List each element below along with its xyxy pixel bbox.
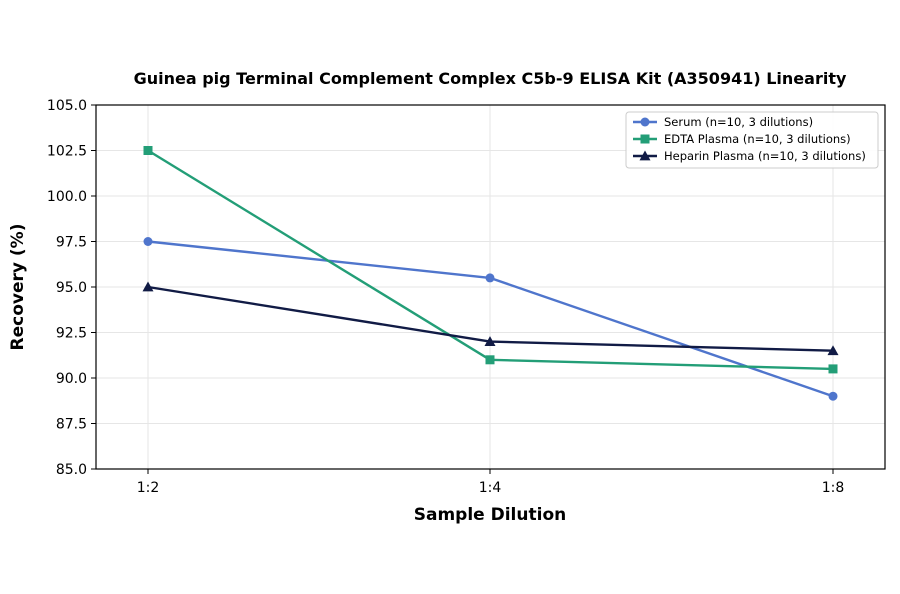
data-point bbox=[485, 273, 495, 283]
legend-marker bbox=[640, 134, 650, 144]
data-point bbox=[485, 355, 495, 365]
legend-box bbox=[625, 111, 879, 169]
x-axis-label: Sample Dilution bbox=[414, 505, 566, 525]
data-point bbox=[827, 345, 839, 356]
data-point bbox=[828, 364, 838, 374]
chart-title: Guinea pig Terminal Complement Complex C… bbox=[134, 69, 847, 88]
data-point bbox=[484, 336, 496, 346]
x-tick-label: 1:4 bbox=[479, 480, 502, 496]
series-1 bbox=[143, 237, 838, 401]
x-tick-label: 1:8 bbox=[822, 480, 845, 496]
y-axis-label: Recovery (%) bbox=[8, 224, 28, 351]
legend: Serum (n=10, 3 dilutions) EDTA Plasma (n=… bbox=[625, 111, 879, 169]
y-tick-label: 92.5 bbox=[56, 326, 87, 342]
y-tick-label: 90.0 bbox=[56, 371, 87, 387]
legend-entry: Heparin Plasma (n=10, 3 dilutions) bbox=[633, 149, 866, 163]
y-tick-label: 102.5 bbox=[47, 144, 87, 160]
y-tick-label: 97.5 bbox=[56, 235, 87, 251]
y-tick-label: 85.0 bbox=[56, 462, 87, 478]
data-point bbox=[143, 237, 153, 246]
x-tick-label: 1:2 bbox=[137, 480, 160, 496]
axis-ticks: 85.0 87.5 90.0 92.5 95.0 97.5 100.0 102.5 105.0 1… bbox=[47, 98, 844, 496]
data-point bbox=[828, 391, 838, 401]
y-tick-label: 87.5 bbox=[56, 417, 87, 433]
legend-entry: Serum (n=10, 3 dilutions) bbox=[633, 115, 813, 129]
legend-label: Heparin Plasma (n=10, 3 dilutions) bbox=[664, 149, 866, 163]
legend-entry: EDTA Plasma (n=10, 3 dilutions) bbox=[633, 132, 851, 146]
legend-label: EDTA Plasma (n=10, 3 dilutions) bbox=[664, 132, 851, 146]
series-2 bbox=[143, 146, 838, 374]
data-point bbox=[142, 281, 154, 292]
series-3 bbox=[142, 281, 839, 356]
y-tick-label: 95.0 bbox=[56, 280, 87, 296]
series-layer bbox=[142, 146, 839, 401]
data-point bbox=[143, 146, 153, 155]
legend-label: Serum (n=10, 3 dilutions) bbox=[664, 115, 813, 129]
legend-marker bbox=[639, 150, 651, 161]
legend-marker bbox=[640, 117, 650, 127]
y-tick-label: 105.0 bbox=[47, 98, 87, 114]
y-tick-label: 100.0 bbox=[47, 189, 87, 205]
